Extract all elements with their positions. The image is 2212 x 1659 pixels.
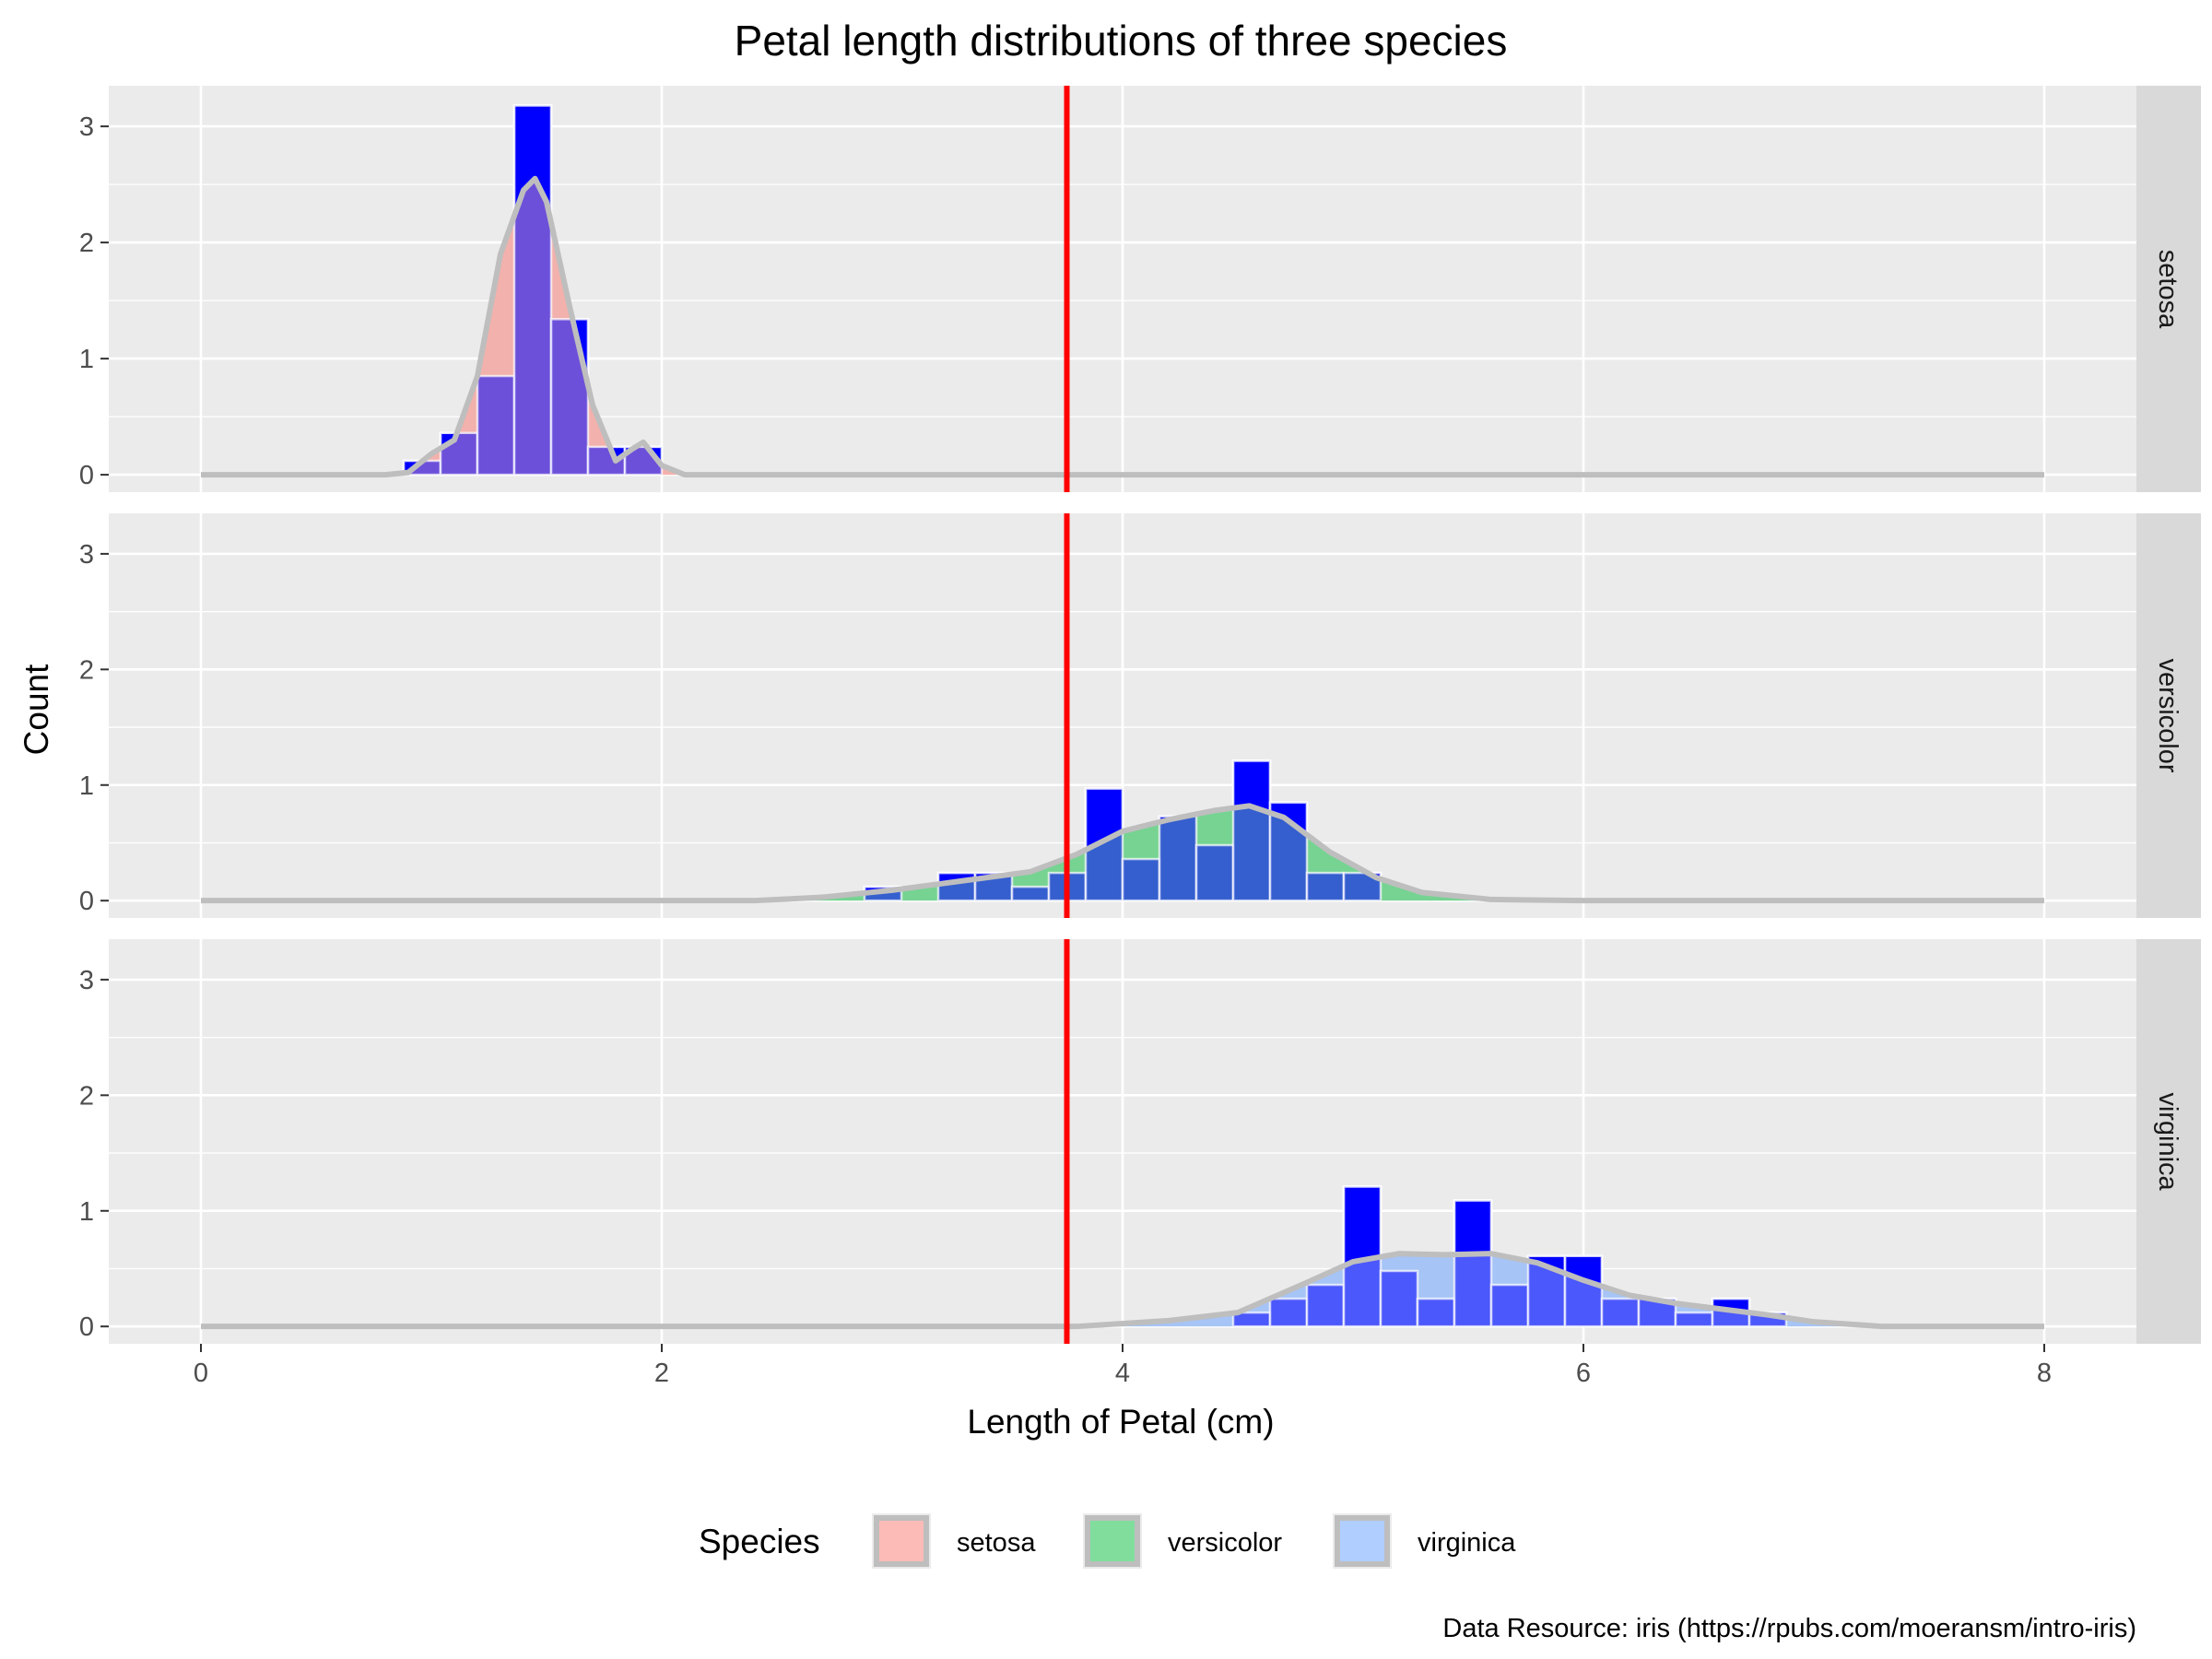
y-tick-label: 0 — [79, 1312, 94, 1342]
facet-strip — [2136, 86, 2201, 492]
facet-strip-label: virginica — [2153, 1092, 2183, 1191]
y-tick-label: 3 — [79, 540, 94, 570]
y-axis-title: Count — [18, 664, 55, 755]
y-tick-label: 3 — [79, 966, 94, 995]
y-tick-label: 2 — [79, 229, 94, 258]
histogram-bar-overlay — [1305, 1283, 1346, 1328]
histogram-bar-overlay — [1600, 1297, 1641, 1328]
facet-panel-versicolor: 0 1 2 3 versicolor — [79, 513, 2201, 918]
histogram-bar-overlay — [1416, 1297, 1456, 1328]
facet-panel-setosa: 0 1 2 3 setosa — [79, 86, 2201, 492]
x-tick-label: 6 — [1576, 1359, 1591, 1388]
legend-label: versicolor — [1168, 1528, 1282, 1558]
density-line — [201, 175, 2044, 478]
histogram-bar-overlay — [1194, 843, 1235, 902]
facet-strip — [2136, 939, 2201, 1344]
histogram-bar-overlay — [1379, 1269, 1419, 1328]
density-line — [201, 1251, 2044, 1330]
x-tick-label: 2 — [654, 1359, 669, 1388]
histogram-bar-overlay — [1231, 759, 1272, 902]
histogram-bar-overlay — [1121, 857, 1161, 902]
legend-swatch — [874, 1515, 929, 1567]
legend-swatch — [1335, 1515, 1390, 1567]
histogram-bar-overlay — [549, 318, 590, 477]
y-tick-label: 1 — [79, 1197, 94, 1227]
histogram-bar-overlay — [512, 104, 553, 477]
x-tick-label: 8 — [2037, 1359, 2052, 1388]
legend: Species setosa versicolor virginica — [699, 1513, 1516, 1569]
histogram-bar-overlay — [1010, 885, 1051, 902]
histogram-bar-overlay — [476, 374, 516, 477]
facet-panels: 0 1 2 3 setosa 0 1 2 3 versicolor 0 1 2 3 virginica — [79, 86, 2201, 1344]
caption: Data Resource: iris (https://rpubs.com/m… — [1442, 1614, 2136, 1643]
facet-panel-virginica: 0 1 2 3 virginica — [79, 939, 2201, 1344]
histogram-bar-overlay — [1268, 1297, 1309, 1328]
y-tick-label: 0 — [79, 461, 94, 490]
chart-title: Petal length distributions of three spec… — [735, 17, 1508, 65]
x-axis-title: Length of Petal (cm) — [967, 1403, 1274, 1441]
histogram-bar-overlay — [1674, 1311, 1714, 1328]
y-tick-label: 0 — [79, 887, 94, 916]
histogram-bar-overlay — [936, 871, 977, 902]
facet-strip-label: versicolor — [2153, 658, 2183, 772]
legend-swatch — [1085, 1515, 1140, 1567]
legend-label: virginica — [1418, 1528, 1516, 1558]
facet-strip — [2136, 513, 2201, 918]
histogram-bar-overlay — [1453, 1199, 1493, 1328]
histogram-bar-overlay — [439, 431, 479, 477]
legend-label: setosa — [957, 1528, 1036, 1558]
x-axis: 0 2 4 6 8 — [194, 1344, 2052, 1388]
x-tick-label: 4 — [1115, 1359, 1130, 1388]
histogram-bar-overlay — [1489, 1283, 1530, 1328]
y-tick-label: 1 — [79, 345, 94, 374]
x-tick-label: 0 — [194, 1359, 208, 1388]
legend-title: Species — [699, 1523, 820, 1560]
facet-strip-label: setosa — [2153, 250, 2183, 329]
y-tick-label: 1 — [79, 771, 94, 801]
histogram-bar-overlay — [1305, 871, 1346, 902]
histogram-bar-overlay — [1563, 1254, 1604, 1328]
y-tick-label: 3 — [79, 112, 94, 142]
histogram-bar-overlay — [1158, 815, 1198, 902]
y-tick-label: 2 — [79, 1081, 94, 1111]
density-line — [201, 803, 2044, 904]
y-tick-label: 2 — [79, 655, 94, 685]
